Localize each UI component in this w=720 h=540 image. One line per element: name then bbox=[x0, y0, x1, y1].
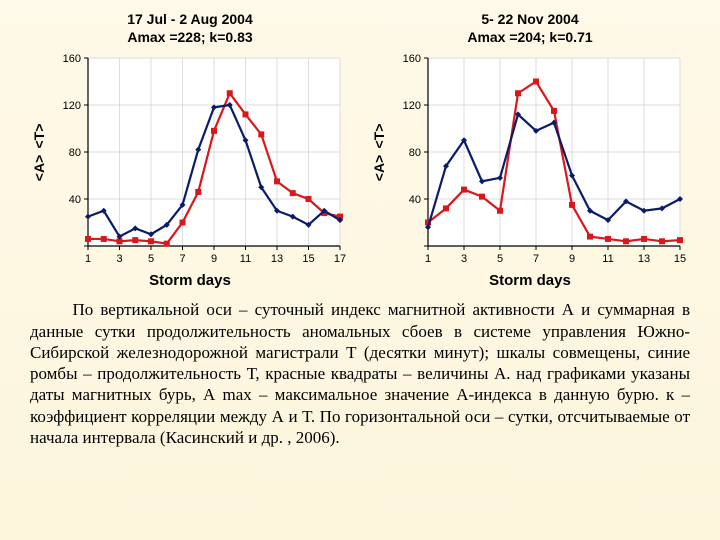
svg-text:120: 120 bbox=[63, 100, 81, 112]
chart-left-title-line1: 17 Jul - 2 Aug 2004 bbox=[127, 11, 253, 27]
chart-right-xlabel: Storm days bbox=[370, 272, 690, 289]
svg-text:80: 80 bbox=[69, 147, 81, 159]
svg-text:<T>: <T> bbox=[31, 124, 47, 149]
svg-text:11: 11 bbox=[602, 253, 613, 265]
chart-left-title-line2: Amax =228; k=0.83 bbox=[127, 29, 252, 45]
svg-text:15: 15 bbox=[302, 253, 314, 265]
svg-text:40: 40 bbox=[409, 194, 421, 206]
svg-text:3: 3 bbox=[116, 253, 122, 265]
svg-text:13: 13 bbox=[638, 253, 650, 265]
chart-left-xlabel: Storm days bbox=[30, 272, 350, 289]
svg-text:160: 160 bbox=[403, 53, 421, 65]
svg-text:9: 9 bbox=[569, 253, 575, 265]
chart-left-block: 17 Jul - 2 Aug 2004 Amax =228; k=0.83 40… bbox=[30, 10, 350, 289]
chart-right-block: 5- 22 Nov 2004 Amax =204; k=0.71 40 80 120… bbox=[370, 10, 690, 289]
chart-right-title-line2: Amax =204; k=0.71 bbox=[467, 29, 592, 45]
svg-text:7: 7 bbox=[533, 253, 539, 265]
svg-text:120: 120 bbox=[403, 100, 421, 112]
svg-text:<T>: <T> bbox=[371, 124, 387, 149]
body-text: По вертикальной оси – суточный индекс ма… bbox=[0, 289, 720, 448]
svg-text:3: 3 bbox=[461, 253, 467, 265]
svg-text:13: 13 bbox=[271, 253, 283, 265]
svg-text:1: 1 bbox=[425, 253, 431, 265]
svg-text:80: 80 bbox=[409, 147, 421, 159]
svg-text:40: 40 bbox=[69, 194, 81, 206]
chart-left-svg: 40801201601357911131517<T><A> bbox=[30, 50, 350, 270]
chart-right-title-line1: 5- 22 Nov 2004 bbox=[481, 11, 578, 27]
svg-text:1: 1 bbox=[85, 253, 91, 265]
svg-text:<A>: <A> bbox=[371, 155, 387, 181]
svg-text:5: 5 bbox=[148, 253, 154, 265]
svg-text:7: 7 bbox=[179, 253, 185, 265]
chart-left-title: 17 Jul - 2 Aug 2004 Amax =228; k=0.83 bbox=[30, 10, 350, 46]
charts-row: 17 Jul - 2 Aug 2004 Amax =228; k=0.83 40… bbox=[0, 0, 720, 289]
svg-text:15: 15 bbox=[674, 253, 686, 265]
svg-text:5: 5 bbox=[497, 253, 503, 265]
svg-text:160: 160 bbox=[63, 53, 81, 65]
svg-text:11: 11 bbox=[240, 253, 251, 265]
chart-right-title: 5- 22 Nov 2004 Amax =204; k=0.71 bbox=[370, 10, 690, 46]
svg-text:17: 17 bbox=[334, 253, 346, 265]
svg-text:<A>: <A> bbox=[31, 155, 47, 181]
chart-right-svg: 408012016013579111315<T><A> bbox=[370, 50, 690, 270]
svg-text:9: 9 bbox=[211, 253, 217, 265]
